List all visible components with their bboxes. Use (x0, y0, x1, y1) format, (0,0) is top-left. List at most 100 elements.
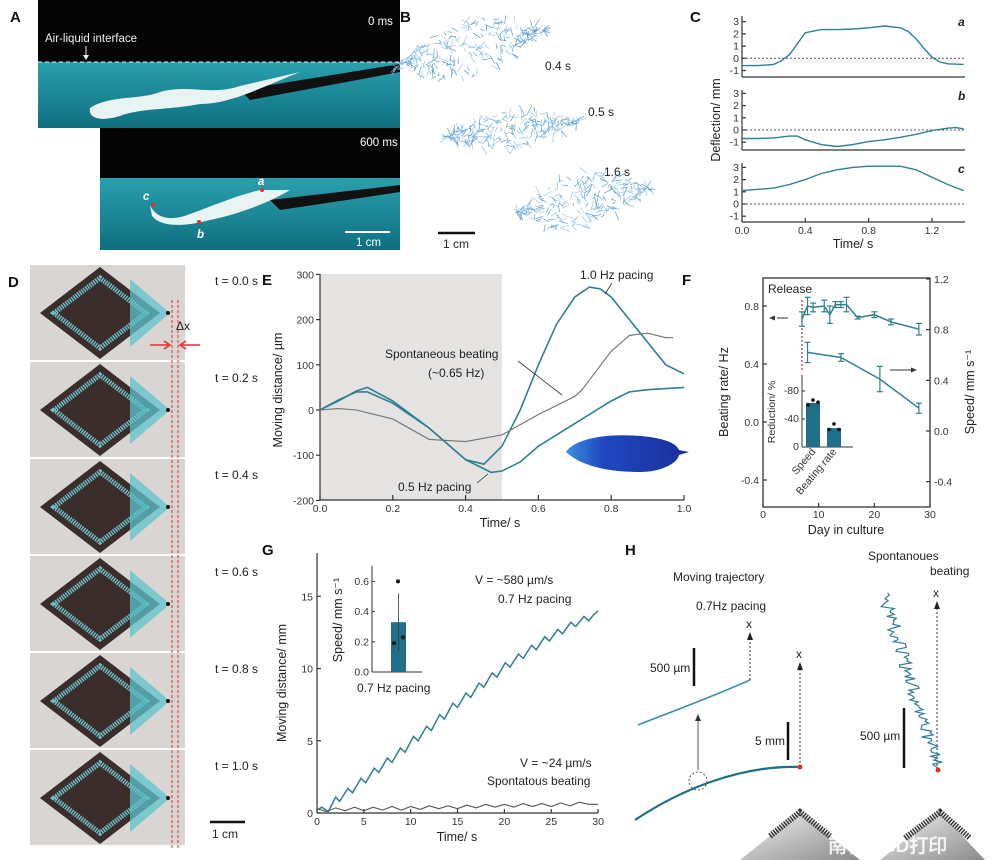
trajectory-segment (580, 207, 585, 214)
series-line-0 (801, 303, 920, 330)
trajectory-segment (531, 29, 535, 35)
trajectory-segment (540, 137, 545, 139)
trajectory-segment (575, 121, 577, 131)
trajectory-segment (449, 39, 454, 49)
trajectory-segment (602, 196, 606, 200)
trajectory-segment (441, 133, 447, 138)
x-tick-label: 0.8 (604, 503, 619, 515)
trajectory-segment (627, 196, 635, 203)
annotation: V = ~580 µm/s (475, 573, 553, 587)
panel-a-image-bottom (100, 128, 400, 250)
trajectory-segment (618, 191, 622, 201)
trajectory-segment (556, 216, 560, 220)
point-label-a: a (258, 176, 265, 188)
trajectory-segment (569, 120, 578, 124)
trajectory-segment (554, 125, 562, 130)
trajectory-segment (438, 41, 443, 46)
trajectory-segment (539, 206, 544, 211)
trajectory-segment (637, 186, 641, 194)
trajectory-segment (566, 215, 574, 219)
inset-y-tick-label: 0.0 (354, 667, 369, 679)
trajectory-segment (449, 136, 455, 143)
trajectory-segment (554, 198, 556, 204)
trajectory-segment (636, 191, 646, 195)
panel-h-diagram (634, 592, 985, 860)
x-tick-label: 15 (452, 816, 464, 828)
trajectory-segment (487, 123, 493, 130)
trajectory-segment (560, 118, 563, 122)
trajectory-segment (527, 38, 533, 41)
trajectory-segment (478, 123, 481, 130)
trajectory-segment (604, 188, 614, 194)
trajectory-segment (468, 52, 473, 56)
trajectory-segment (421, 50, 427, 54)
trajectory-segment (550, 224, 557, 228)
trajectory-segment (544, 190, 552, 196)
trajectory-segment (447, 127, 451, 136)
trajectory-segment (409, 65, 416, 69)
trajectory-segment (438, 55, 441, 60)
inset-data-point (837, 427, 841, 432)
trajectory-segment (460, 140, 467, 143)
trajectory-segment (447, 45, 457, 48)
trajectory-segment (499, 53, 504, 64)
tip-marker (166, 796, 170, 800)
trajectory-segment (527, 141, 532, 149)
trajectory-segment (576, 179, 580, 186)
trajectory-segment (594, 193, 602, 199)
trajectory-segment (543, 224, 546, 232)
trajectory-segment (577, 118, 587, 122)
trajectory-segment (512, 123, 515, 127)
trajectory-segment (506, 144, 515, 148)
trajectory-segment (494, 21, 504, 25)
trajectory-segment (549, 129, 559, 131)
trajectory-segment (526, 140, 529, 146)
trajectory-segment (471, 139, 474, 150)
trajectory-segment (468, 135, 478, 137)
trajectory-segment (476, 46, 485, 51)
trajectory-segment (480, 128, 484, 133)
trajectory-segment (519, 27, 525, 36)
marker-b (197, 220, 201, 224)
interface-label: Air-liquid interface (45, 33, 137, 45)
trajectory-segment (542, 120, 546, 127)
trajectory-segment (422, 44, 426, 48)
trajectory-segment (409, 57, 418, 60)
x-tick-label: 0.4 (458, 503, 473, 515)
x-tick-label: 0.4 (798, 225, 813, 237)
trajectory-segment (624, 179, 627, 184)
trajectory-segment (480, 28, 485, 32)
trajectory-segment (441, 35, 447, 39)
panel-b-trajectories (390, 15, 656, 232)
trajectory-segment (499, 33, 502, 39)
trajectory-segment (640, 183, 650, 189)
panel-label-c: C (690, 9, 701, 26)
trajectory-segment (452, 137, 458, 146)
trajectory-segment (433, 62, 436, 66)
trajectory-segment (601, 177, 605, 181)
series-line-2 (319, 332, 674, 443)
trajectory-segment (482, 135, 492, 139)
trajectory-segment (517, 210, 519, 215)
trajectory-segment (622, 185, 625, 191)
trajectory-segment (488, 31, 492, 35)
trajectory-segment (532, 196, 540, 204)
trajectory-segment (593, 172, 603, 174)
trajectory-segment (465, 139, 471, 143)
trajectory-segment (535, 185, 541, 195)
trajectory-segment (466, 65, 471, 72)
trajectory-segment (530, 20, 533, 28)
h-scale-left: 500 µm (650, 661, 690, 675)
trajectory-segment (556, 182, 559, 190)
y-axis-label: Moving distance/ µm (271, 333, 285, 448)
tip-marker (166, 311, 170, 315)
trajectory-segment (595, 210, 601, 213)
trajectory-segment (523, 42, 527, 45)
trajectory-segment (637, 184, 641, 190)
inset-bar (806, 402, 820, 447)
trajectory-segment (472, 32, 481, 39)
trajectory-segment (484, 117, 490, 120)
trajectory-segment (581, 175, 584, 179)
trajectory-segment (601, 198, 605, 200)
frame-time-label: t = 0.0 s (215, 274, 258, 288)
